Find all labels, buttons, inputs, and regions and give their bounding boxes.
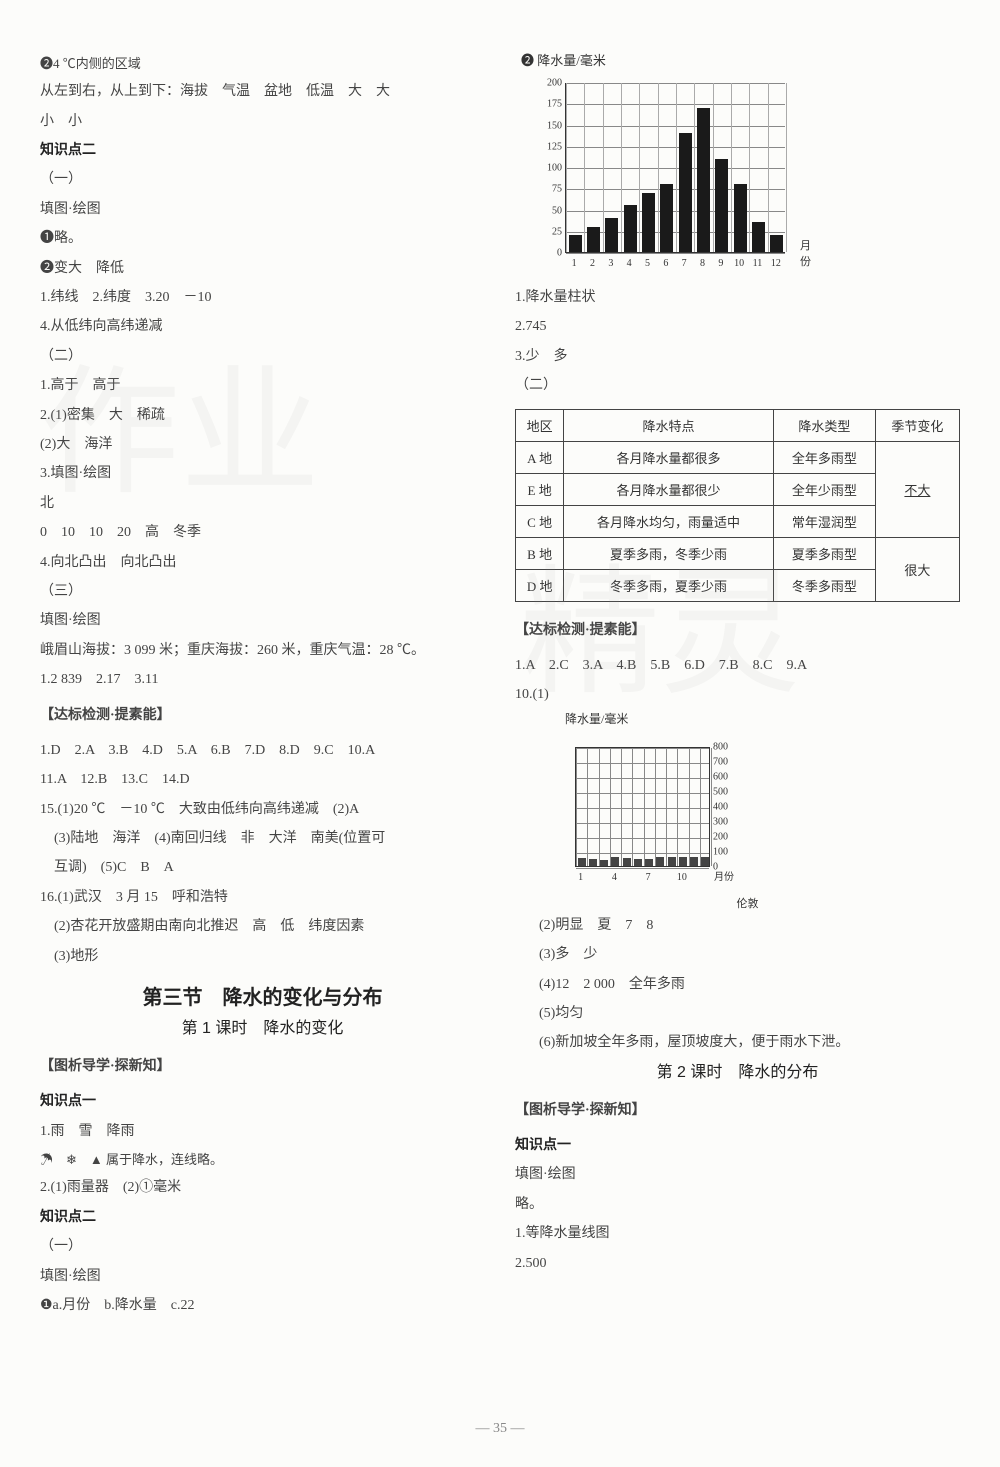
text-line: (2)大 海洋: [40, 430, 485, 459]
text-line: 4.向北凸出 向北凸出: [40, 548, 485, 577]
text-line: 1.降水量柱状: [515, 283, 960, 312]
text-line: ❷变大 降低: [40, 254, 485, 283]
heading-knowledge-1c: 知识点一: [515, 1131, 960, 1160]
left-column: ❷4 ℃内侧的区域 从左到右，从上到下：海拔 气温 盆地 低温 大 大 小 小 …: [40, 50, 485, 1370]
text-line: (5)均匀: [515, 999, 960, 1028]
text-line: 2.500: [515, 1249, 960, 1278]
answer-line: 互调) (5)C B A: [40, 853, 485, 882]
text-line: 1.2 839 2.17 3.11: [40, 665, 485, 694]
answer-line: (3)地形: [40, 942, 485, 971]
precipitation-bar-chart: 0255075100125150175200123456789101112月份: [535, 75, 795, 275]
answer-line: (2)杏花开放盛期由南向北推迟 高 低 纬度因素: [40, 912, 485, 941]
text-line: (4)12 2 000 全年多雨: [515, 970, 960, 999]
text-line: 小 小: [40, 107, 485, 136]
text-line: ❷4 ℃内侧的区域: [40, 50, 485, 77]
heading-dabiao-2: 【达标检测·提素能】: [515, 616, 960, 645]
chart2-caption: 伦敦: [535, 895, 960, 911]
lesson-2-title: 第 2 课时 降水的分布: [515, 1058, 960, 1082]
text-line: (6)新加坡全年多雨，屋顶坡度大，便于雨水下泄。: [515, 1028, 960, 1057]
heading-knowledge-1: 知识点一: [40, 1087, 485, 1116]
answer-line: 1.A 2.C 3.A 4.B 5.B 6.D 7.B 8.C 9.A: [515, 651, 960, 680]
text-line: 峨眉山海拔：3 099 米；重庆海拔：260 米，重庆气温：28 ℃。: [40, 636, 485, 665]
text-line: 4.从低纬向高纬递减: [40, 312, 485, 341]
text-line: 2.745: [515, 312, 960, 341]
answer-line: (3)陆地 海洋 (4)南回归线 非 大洋 南美(位置可: [40, 824, 485, 853]
text-line: 3.填图·绘图: [40, 459, 485, 488]
text-line: 1.等降水量线图: [515, 1219, 960, 1248]
text-line: 3.少 多: [515, 342, 960, 371]
text-line: 从左到右，从上到下：海拔 气温 盆地 低温 大 大: [40, 77, 485, 106]
heading-knowledge-2: 知识点二: [40, 136, 485, 165]
weather-icons: ☂ ❄ ▲: [40, 1152, 103, 1167]
text-line: 填图·绘图: [40, 195, 485, 224]
text-line: 填图·绘图: [515, 1160, 960, 1189]
text-line: (3)多 少: [515, 940, 960, 969]
text-line: 1.纬线 2.纬度 3.20 －10: [40, 283, 485, 312]
answer-line: 16.(1)武汉 3 月 15 呼和浩特: [40, 883, 485, 912]
text-line: 1.雨 雪 降雨: [40, 1117, 485, 1146]
text-line: 填图·绘图: [40, 606, 485, 635]
answer-line: 15.(1)20 ℃ －10 ℃ 大致由低纬向高纬递减 (2)A: [40, 795, 485, 824]
two-column-layout: ❷4 ℃内侧的区域 从左到右，从上到下：海拔 气温 盆地 低温 大 大 小 小 …: [40, 50, 960, 1370]
london-bar-chart: 010020030040050060070080014710月份: [555, 733, 755, 893]
q10-label: 10.(1): [515, 680, 960, 709]
text-line: 略。: [515, 1190, 960, 1219]
answer-line: 11.A 12.B 13.C 14.D: [40, 765, 485, 794]
icon-line: ☂ ❄ ▲ 属于降水，连线略。: [40, 1146, 485, 1173]
text-line: 2.(1)密集 大 稀疏: [40, 401, 485, 430]
text-line: （一）: [40, 1232, 485, 1261]
lesson-1-title: 第 1 课时 降水的变化: [40, 1014, 485, 1038]
icon-caption: 属于降水，连线略。: [106, 1152, 223, 1167]
section-3-title: 第三节 降水的变化与分布: [40, 981, 485, 1010]
text-line: ❶a.月份 b.降水量 c.22: [40, 1291, 485, 1320]
heading-tuxi: 【图析导学·探新知】: [40, 1052, 485, 1081]
text-line: 填图·绘图: [40, 1262, 485, 1291]
text-line: 1.高于 高于: [40, 371, 485, 400]
text-line: （一）: [40, 165, 485, 194]
heading-dabiao: 【达标检测·提素能】: [40, 701, 485, 730]
text-line: 2.(1)雨量器 (2)①毫米: [40, 1173, 485, 1202]
text-line: 0 10 10 20 高 冬季: [40, 518, 485, 547]
text-line: 北: [40, 489, 485, 518]
heading-knowledge-2b: 知识点二: [40, 1203, 485, 1232]
heading-tuxi-2: 【图析导学·探新知】: [515, 1096, 960, 1125]
answer-line: 1.D 2.A 3.B 4.D 5.A 6.B 7.D 8.D 9.C 10.A: [40, 736, 485, 765]
text-line: （三）: [40, 577, 485, 606]
page-number: — 35 —: [0, 1421, 1000, 1437]
chart-title: ❷ 降水量/毫米: [521, 50, 960, 69]
text-line: (2)明显 夏 7 8: [515, 911, 960, 940]
chart2-title: 降水量/毫米: [565, 710, 960, 727]
text-line: （二）: [40, 342, 485, 371]
text-line: （二）: [515, 371, 960, 400]
precipitation-table: 地区降水特点降水类型季节变化A 地各月降水量都很多全年多雨型不大E 地各月降水量…: [515, 409, 960, 602]
right-column: ❷ 降水量/毫米 0255075100125150175200123456789…: [515, 50, 960, 1370]
text-line: ❶略。: [40, 224, 485, 253]
